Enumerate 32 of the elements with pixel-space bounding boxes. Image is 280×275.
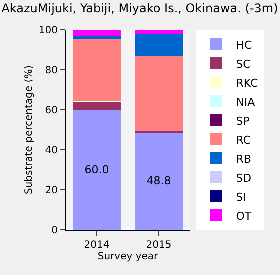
y-tick-label: 40 [45, 146, 58, 156]
bar [72, 110, 122, 230]
y-tick-label: 80 [45, 66, 58, 76]
bar [134, 56, 184, 132]
chart-title: AkazuMijuki, Yabiji, Miyako Is., Okinawa. (-3m) [2, 2, 278, 16]
legend-label: SI [236, 190, 246, 204]
legend-label: SC [236, 58, 252, 71]
y-tick-label: 0 [52, 226, 58, 236]
x-axis-title: Survey year [98, 252, 160, 262]
y-tick-label: 20 [45, 186, 58, 196]
y-tick-label: 60 [45, 106, 58, 116]
legend-label: SP [236, 114, 250, 128]
legend-label: RB [236, 152, 252, 166]
bar [72, 102, 122, 110]
bar [72, 30, 122, 36]
legend-label: RKC [236, 76, 258, 90]
x-tick-label: 2014 [84, 240, 110, 251]
bar [134, 34, 184, 56]
bar [134, 30, 184, 34]
legend-label: RC [236, 134, 252, 147]
bar [134, 132, 184, 230]
legend-label: NIA [236, 96, 256, 109]
bar [72, 39, 122, 101]
data-label: 60.0 [84, 164, 110, 176]
x-tick-label: 2015 [146, 240, 172, 251]
legend-label: OT [236, 210, 252, 223]
legend-label: SD [236, 172, 252, 185]
y-axis-title: Substrate percentage (%) [24, 65, 35, 195]
data-label: 48.8 [146, 174, 172, 188]
legend-label: HC [236, 38, 252, 52]
bar [72, 36, 122, 39]
y-tick-label: 100 [38, 26, 58, 36]
